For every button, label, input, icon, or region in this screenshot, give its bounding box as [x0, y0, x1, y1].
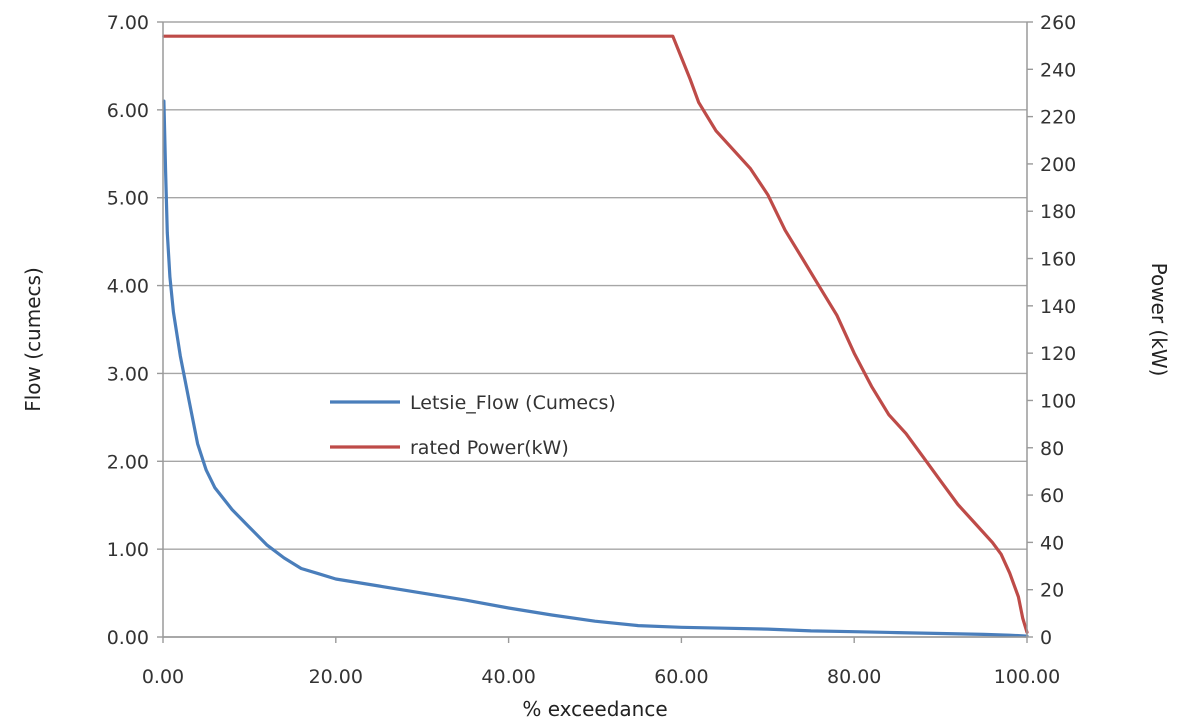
x-tick-label-4: 80.00: [827, 666, 881, 688]
y2-axis-title: Power (kW): [1147, 263, 1171, 377]
gridlines: [163, 21, 1027, 638]
y2-tick-label-7: 140: [1040, 296, 1076, 318]
y-tick-label-0: 0.00: [107, 627, 149, 649]
y2-tick-label-9: 180: [1040, 201, 1076, 223]
y2-tick-label-5: 100: [1040, 390, 1076, 412]
y2-tick-label-0: 0: [1040, 627, 1052, 649]
x-tick-label-1: 20.00: [309, 666, 363, 688]
y2-tick-label-4: 80: [1040, 438, 1064, 460]
y2-tick-label-11: 220: [1040, 107, 1076, 129]
series-line-1: [162, 34, 1029, 634]
axes: [157, 21, 1033, 643]
y-tick-label-2: 2.00: [107, 451, 149, 473]
legend: Letsie_Flow (Cumecs) rated Power(kW): [330, 392, 616, 459]
y2-tick-label-1: 20: [1040, 580, 1064, 602]
y2-tick-label-2: 40: [1040, 532, 1064, 554]
x-tick-label-3: 60.00: [654, 666, 708, 688]
x-tick-label-0: 0.00: [142, 666, 184, 688]
y2-tick-label-6: 120: [1040, 343, 1076, 365]
y-tick-label-7: 7.00: [107, 12, 149, 34]
y-tick-label-3: 3.00: [107, 363, 149, 385]
legend-label-power: rated Power(kW): [410, 437, 569, 459]
y-tick-label-6: 6.00: [107, 100, 149, 122]
y2-tick-label-13: 260: [1040, 12, 1076, 34]
y2-tick-label-8: 160: [1040, 249, 1076, 271]
series-lines: [162, 34, 1029, 638]
y-tick-label-5: 5.00: [107, 188, 149, 210]
y-axis-title: Flow (cumecs): [21, 267, 45, 412]
series-line-0: [162, 99, 1029, 638]
legend-label-flow: Letsie_Flow (Cumecs): [410, 392, 616, 414]
x-tick-label-2: 40.00: [481, 666, 535, 688]
y2-tick-label-3: 60: [1040, 485, 1064, 507]
x-axis-title: % exceedance: [522, 697, 667, 721]
tick-labels: 0.00 1.00 2.00 3.00 4.00 5.00 6.00 7.00 0 20 40 60 8…: [107, 12, 1077, 688]
x-tick-label-5: 100.00: [994, 666, 1060, 688]
y2-tick-label-10: 200: [1040, 154, 1076, 176]
y2-tick-label-12: 240: [1040, 59, 1076, 81]
y-tick-label-1: 1.00: [107, 539, 149, 561]
y-tick-label-4: 4.00: [107, 276, 149, 298]
